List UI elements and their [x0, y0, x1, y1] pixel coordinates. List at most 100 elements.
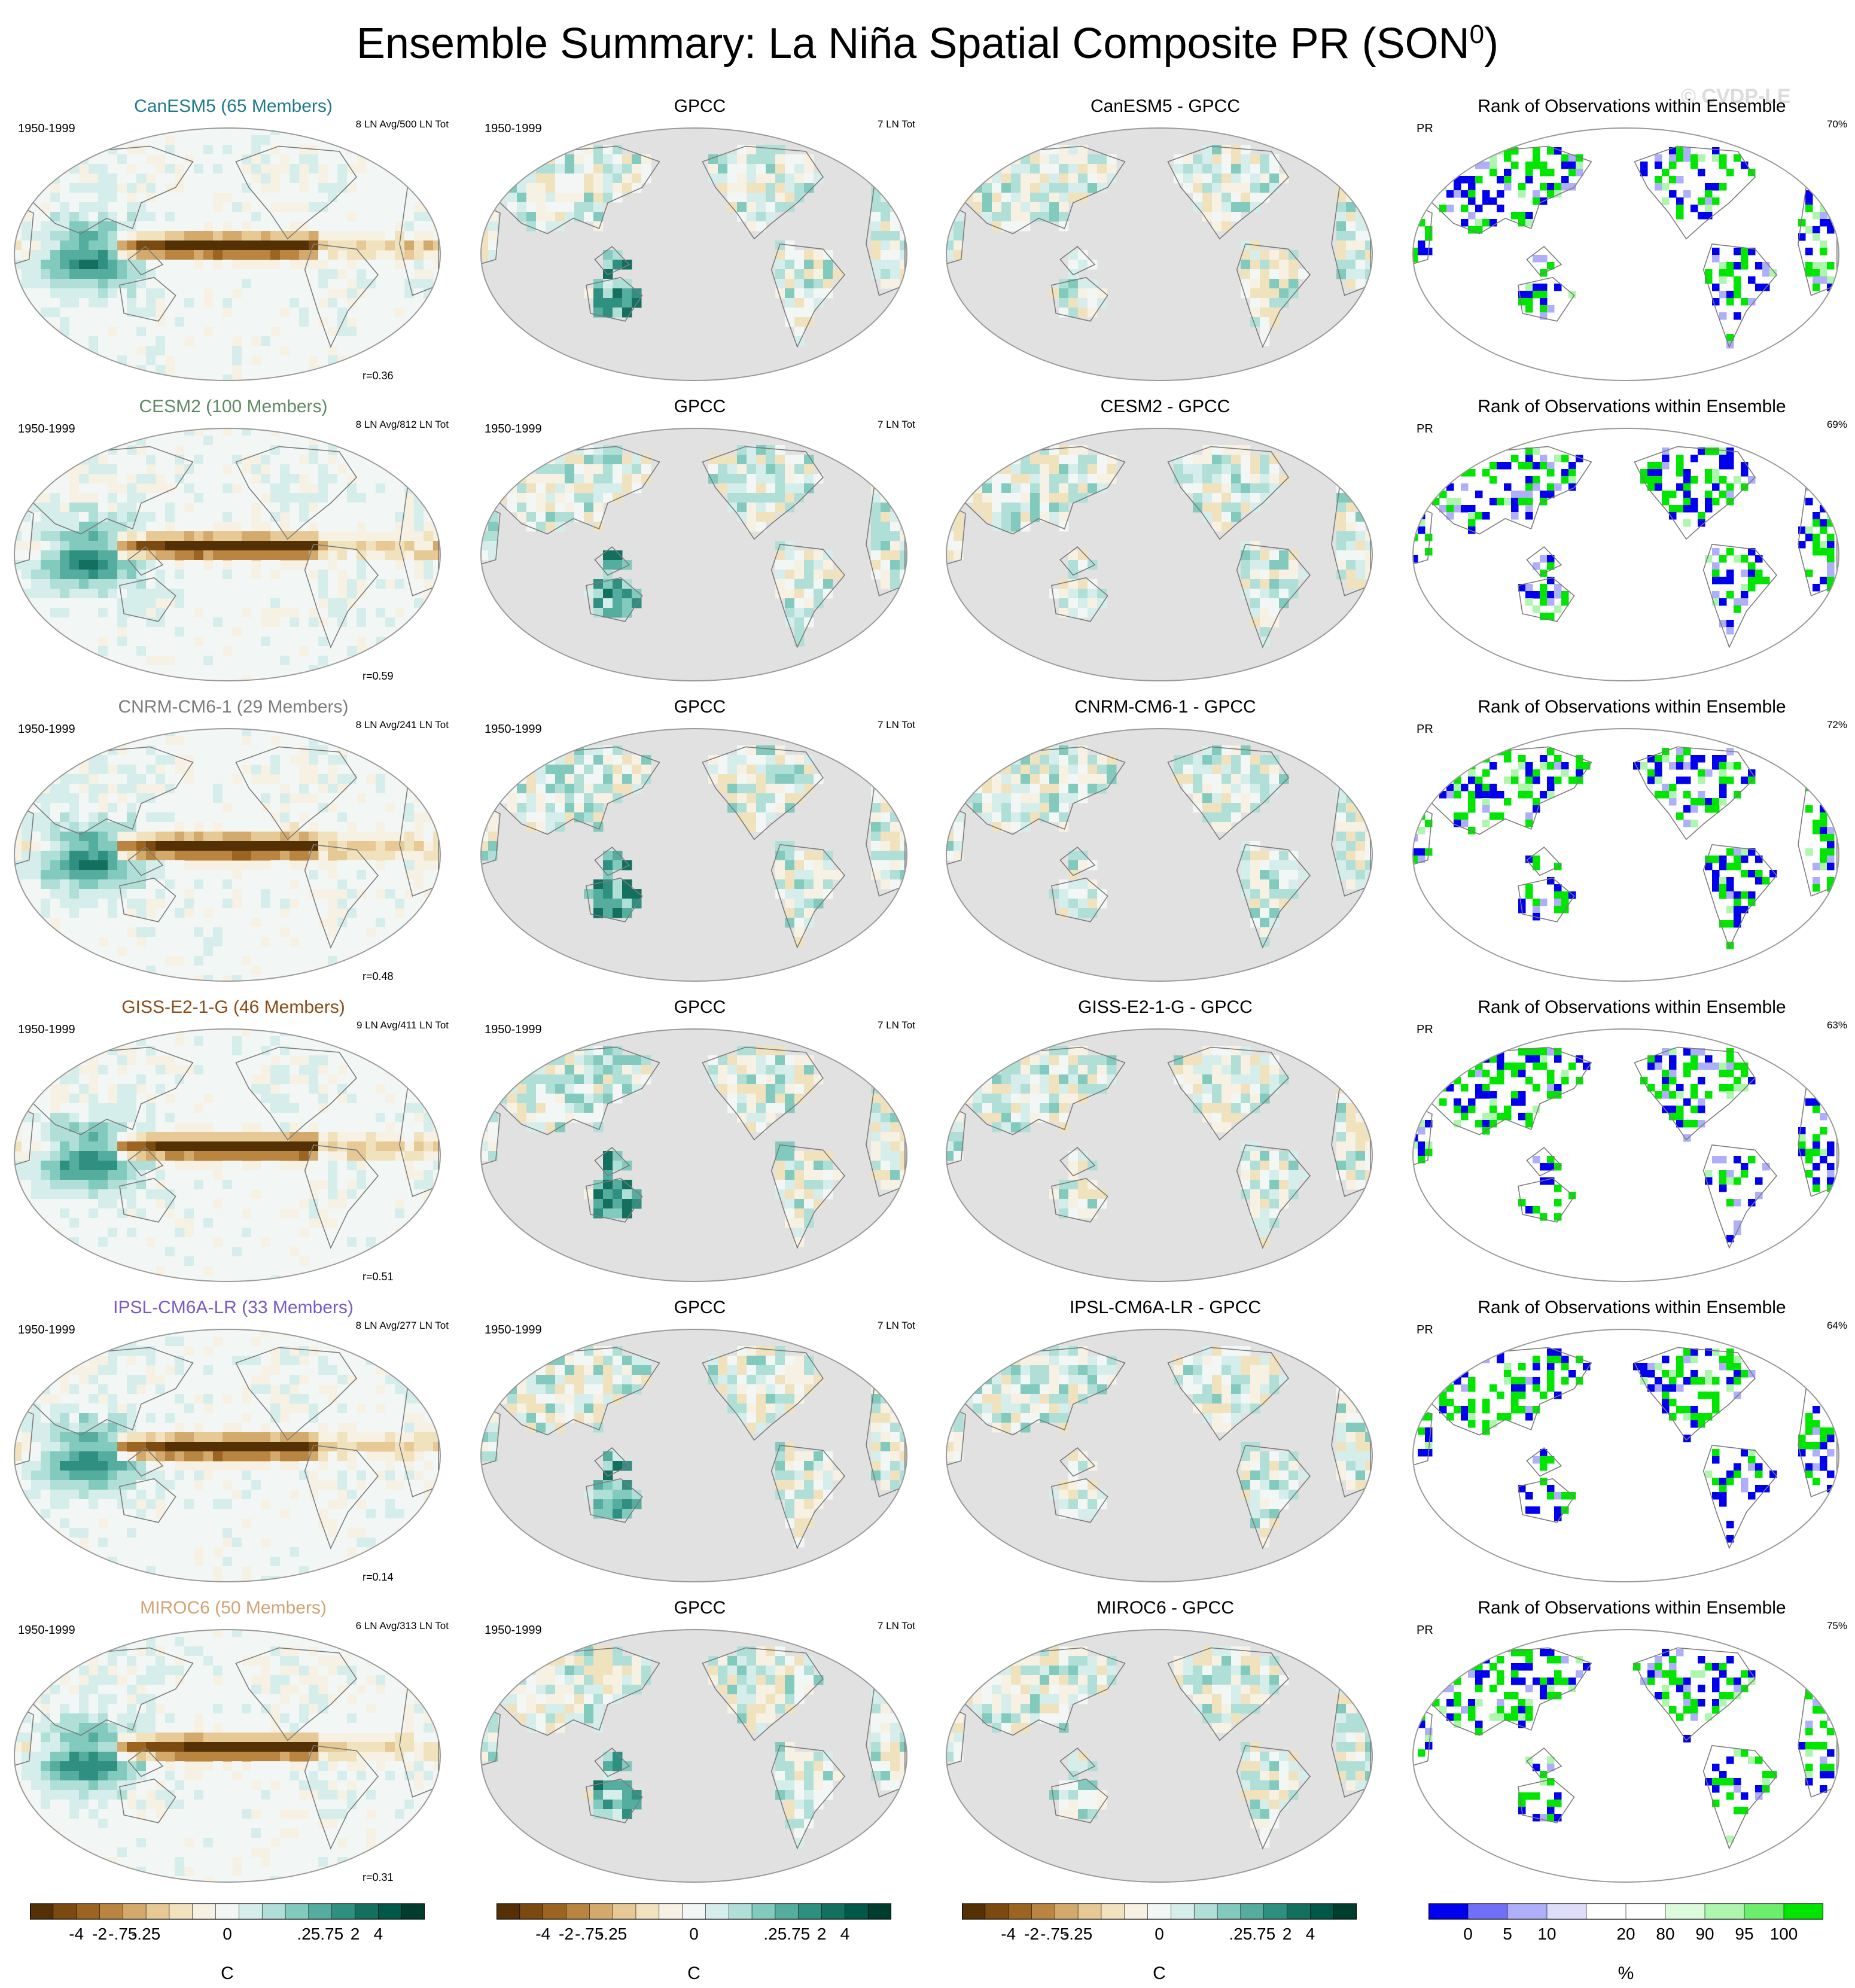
- rank-map: [1412, 428, 1839, 681]
- coastline-1: [1526, 1447, 1562, 1477]
- colorbar-swatch: [728, 1903, 753, 1920]
- panel-model-6: r=0.31 MIROC6 (50 Members) 1950-1999 6 LN A…: [6, 1597, 461, 1896]
- coastline-4: [1236, 543, 1311, 649]
- coastline-3: [235, 746, 358, 841]
- colorbar-tick-label: .75: [787, 1925, 810, 1943]
- colorbar-swatch: [1124, 1903, 1149, 1920]
- obs-map: [480, 1329, 907, 1582]
- rank-title: Rank of Observations within Ensemble: [1478, 697, 1786, 717]
- map-border: [14, 1028, 441, 1282]
- map-border: [946, 127, 1373, 381]
- map-border: [480, 1329, 907, 1582]
- colorbar-swatch: [1217, 1903, 1241, 1920]
- coastline-4: [770, 1444, 846, 1549]
- colorbar-swatch: [1054, 1903, 1079, 1920]
- coastline-2: [1518, 276, 1575, 322]
- coastline-3: [235, 1347, 358, 1441]
- colorbar-tick-label: 0: [223, 1925, 232, 1943]
- colorbar-swatch: [1333, 1903, 1357, 1920]
- rank-map: [1412, 728, 1839, 982]
- period-label: 1950-1999: [18, 723, 75, 736]
- coastline-1: [1526, 847, 1562, 876]
- coastline-2: [1051, 577, 1108, 622]
- coastline-4: [1236, 1444, 1311, 1549]
- coastline-2: [586, 877, 643, 923]
- coastline-4: [770, 1144, 846, 1249]
- rank-variable-label: PR: [1417, 1323, 1433, 1337]
- obs-map: [480, 728, 907, 982]
- colorbar-swatch: [53, 1903, 77, 1920]
- panel-diff-1: CanESM5 - GPCC: [938, 96, 1393, 395]
- colorbar-swatch: [1171, 1903, 1195, 1920]
- map-border: [1412, 428, 1839, 681]
- diff-background: [946, 1029, 1372, 1281]
- coastline-2: [1051, 877, 1108, 923]
- obs-title: GPCC: [674, 1298, 726, 1317]
- rank-title: Rank of Observations within Ensemble: [1478, 397, 1786, 416]
- coastline-3: [1634, 145, 1756, 240]
- colorbar-swatch: [169, 1903, 193, 1920]
- rank-map: [1412, 1028, 1839, 1282]
- colorbar-tick-label: 2: [351, 1925, 360, 1943]
- rank-background: [1413, 1630, 1839, 1882]
- panel-obs-4: GPCC 1950-1999 7 LN Tot: [473, 997, 927, 1296]
- colorbar-tick-label: .25: [297, 1925, 320, 1943]
- diff-map: [946, 127, 1373, 381]
- colorbar-swatch: [1546, 1903, 1587, 1920]
- rank-variable-label: PR: [1417, 723, 1433, 736]
- rank-background: [1413, 428, 1839, 681]
- coastline-0: [960, 446, 1126, 535]
- coastline-1: [594, 1447, 630, 1477]
- colorbar-unit: C: [1153, 1963, 1166, 1983]
- obs-count-label: 7 LN Tot: [877, 719, 915, 730]
- ln-count-label: 8 LN Avg/812 LN Tot: [355, 419, 449, 430]
- rank-title: Rank of Observations within Ensemble: [1478, 1598, 1786, 1618]
- coastline-0: [960, 1347, 1126, 1436]
- colorbar-swatch: [985, 1903, 1009, 1920]
- coastline-0: [495, 1647, 660, 1736]
- period-label: 1950-1999: [485, 122, 542, 135]
- coastline-4: [770, 1745, 846, 1850]
- coastline-2: [1051, 1177, 1108, 1223]
- colorbar-swatch: [1744, 1903, 1784, 1920]
- diff-background: [946, 729, 1372, 981]
- panel-obs-5: GPCC 1950-1999 7 LN Tot: [473, 1297, 927, 1596]
- title-text: Ensemble Summary: La Niña Spatial Compos…: [356, 20, 1470, 68]
- coastline-3: [1167, 1046, 1290, 1141]
- colorbar-swatch: [1008, 1903, 1032, 1920]
- panel-rank-4: Rank of Observations within Ensemble PR 63…: [1405, 997, 1855, 1296]
- colorbar-swatch: [261, 1903, 286, 1920]
- coastline-2: [586, 1778, 643, 1823]
- rank-percent-label: 75%: [1826, 1620, 1847, 1631]
- colorbar-swatch: [1101, 1903, 1125, 1920]
- colorbar-swatch: [1310, 1903, 1334, 1920]
- coastline-0: [28, 1046, 194, 1135]
- period-label: 1950-1999: [485, 723, 542, 736]
- colorbar-tick-label: 4: [1306, 1925, 1315, 1943]
- coastline-3: [1167, 145, 1290, 240]
- coastline-3: [235, 446, 358, 540]
- colorbar-swatch: [867, 1903, 891, 1920]
- panel-model-1: r=0.36 CanESM5 (65 Members) 1950-1999 8 LN …: [6, 96, 461, 395]
- colorbar-frame: [962, 1903, 1357, 1920]
- colorbar-obs: -4 -2 -.75 -.25 0 .25.75 2 4 C: [497, 1902, 891, 1983]
- colorbar-swatch: [99, 1903, 124, 1920]
- map-border: [14, 1629, 441, 1883]
- coastline-0: [960, 1046, 1126, 1135]
- colorbar-unit: %: [1618, 1963, 1634, 1983]
- coastline-3: [1634, 1347, 1756, 1441]
- panel-rank-1: Rank of Observations within Ensemble PR 70…: [1405, 96, 1855, 395]
- coastline-4: [1702, 1444, 1778, 1549]
- coastline-2: [119, 577, 176, 622]
- model-title: GISS-E2-1-G (46 Members): [121, 997, 345, 1017]
- colorbar-swatch: [30, 1903, 54, 1920]
- coastline-4: [1702, 1745, 1778, 1850]
- colorbar-swatch: [76, 1903, 100, 1920]
- rank-percent-label: 72%: [1826, 719, 1847, 730]
- map-border: [480, 728, 907, 982]
- colorbar-swatch: [1193, 1903, 1218, 1920]
- model-title: MIROC6 (50 Members): [140, 1598, 327, 1618]
- colorbar-tick-label: -.75: [108, 1925, 137, 1943]
- colorbar-unit: C: [687, 1963, 700, 1983]
- colorbar-tick-label: 0: [1155, 1925, 1164, 1943]
